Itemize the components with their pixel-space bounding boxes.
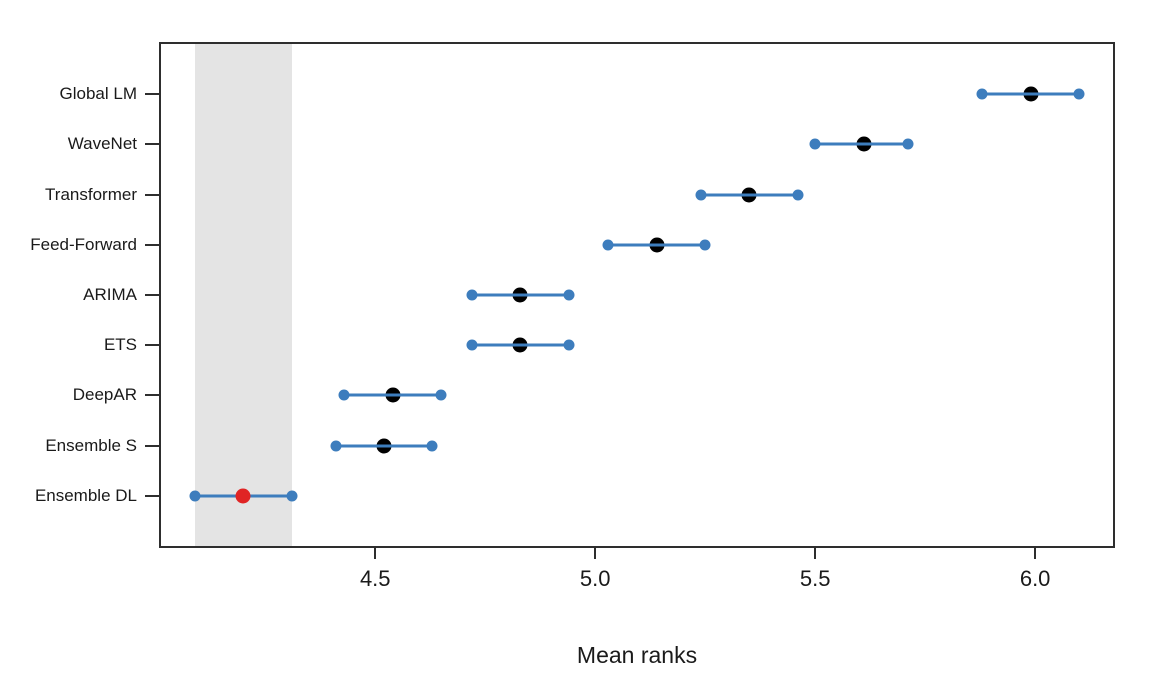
lower-bound-dot: [466, 289, 478, 301]
upper-bound-dot: [563, 339, 575, 351]
upper-bound-dot: [792, 189, 804, 201]
lower-bound-dot: [330, 440, 342, 452]
interval-line: [472, 293, 569, 297]
lower-bound-dot: [189, 490, 201, 502]
y-axis-tick: [145, 444, 161, 447]
interval-line: [335, 444, 433, 448]
x-axis-tick-label: 5.0: [579, 566, 611, 591]
lower-bound-dot: [695, 189, 707, 201]
lower-bound-dot: [338, 389, 350, 401]
x-axis-tick: [374, 546, 377, 559]
lower-bound-dot: [976, 88, 988, 100]
category-label: WaveNet: [67, 134, 137, 154]
x-axis-tick: [814, 546, 817, 559]
interval-line: [700, 193, 798, 197]
lower-bound-dot: [602, 239, 614, 251]
upper-bound-dot: [699, 239, 711, 251]
x-axis-tick: [594, 546, 597, 559]
y-axis-tick: [145, 193, 161, 196]
upper-bound-dot: [1073, 88, 1085, 100]
x-axis-tick-label: 4.5: [359, 566, 391, 591]
interval-line: [344, 393, 442, 397]
y-axis-tick: [145, 494, 161, 497]
x-axis-tick: [1034, 546, 1037, 559]
upper-bound-dot: [902, 138, 914, 150]
category-label: Global LM: [59, 84, 137, 104]
lower-bound-dot: [809, 138, 821, 150]
category-label: Feed-Forward: [30, 234, 137, 254]
upper-bound-dot: [286, 490, 298, 502]
category-label: Transformer: [45, 184, 137, 204]
interval-line: [982, 92, 1080, 96]
interval-line: [815, 142, 908, 146]
category-label: ARIMA: [83, 285, 137, 304]
upper-bound-dot: [563, 289, 575, 301]
y-axis-tick: [145, 294, 161, 296]
interval-line: [472, 343, 569, 347]
best-interval-shade-band: [194, 44, 292, 546]
category-label: DeepAR: [72, 385, 137, 405]
x-axis-tick-label: 5.5: [799, 566, 831, 591]
x-axis-title: Mean ranks: [576, 642, 698, 668]
y-axis-tick: [145, 243, 161, 246]
upper-bound-dot: [435, 389, 447, 401]
category-label: Ensemble S: [45, 435, 137, 455]
plot-area: 4.5 5.0 5.5 6.0 Global LM WaveNet Transformer F…: [30, 42, 1115, 591]
y-axis-tick: [145, 143, 161, 146]
category-label: Ensemble DL: [34, 485, 137, 505]
y-axis-tick: [145, 93, 161, 96]
x-axis-tick-label: 6.0: [1019, 566, 1051, 591]
interval-line: [608, 243, 706, 247]
y-axis-tick: [145, 394, 161, 397]
best-mean-rank-dot: [235, 488, 251, 504]
lower-bound-dot: [466, 339, 478, 351]
category-label: ETS: [103, 335, 137, 355]
y-axis-tick: [145, 344, 161, 347]
upper-bound-dot: [426, 440, 438, 452]
